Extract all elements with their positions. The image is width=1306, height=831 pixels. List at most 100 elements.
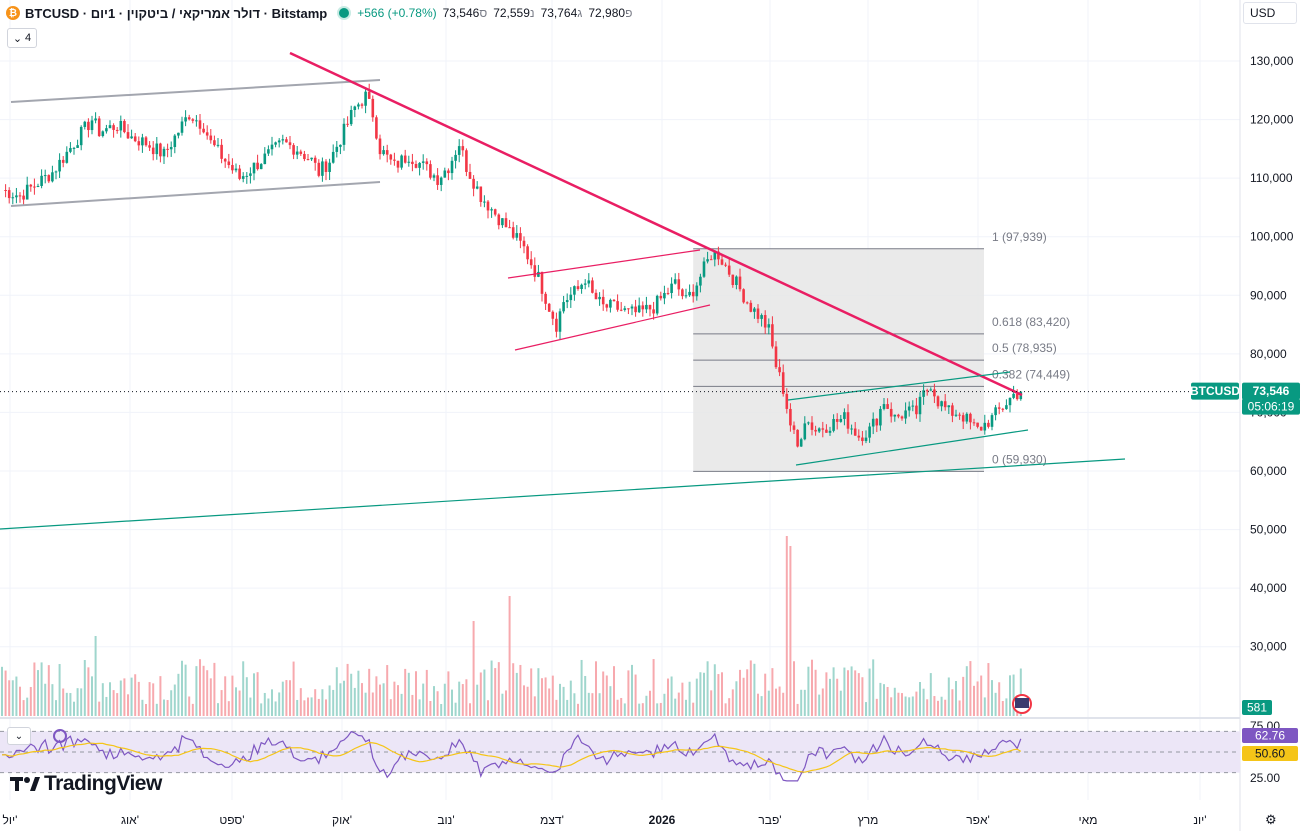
bar-countdown-tag: 05:06:19 — [1248, 400, 1295, 414]
candle-body — [727, 265, 731, 275]
volume-bar — [317, 698, 320, 716]
currency-select[interactable]: USD — [1243, 2, 1297, 24]
volume-bar — [713, 664, 716, 716]
volume-bar — [483, 669, 486, 716]
volume-bar — [62, 688, 65, 716]
candle-body — [223, 158, 227, 162]
us-flag-field — [1015, 698, 1029, 708]
candle-body — [58, 159, 61, 172]
volume-bar — [501, 693, 504, 716]
volume-bar — [325, 699, 327, 716]
candle-body — [796, 429, 799, 447]
volume-bar — [137, 681, 140, 716]
volume-bar — [778, 686, 781, 716]
candle-body — [558, 311, 562, 332]
candle-body — [357, 104, 360, 107]
volume-bar — [793, 661, 795, 716]
volume-bar — [893, 687, 896, 716]
volume-bar — [411, 694, 414, 716]
volume-bar — [116, 693, 119, 716]
candle-body — [439, 177, 443, 185]
price-axis[interactable]: 30,00040,00050,00060,00070,00080,00090,0… — [1239, 0, 1294, 831]
y-tick-label: 120,000 — [1250, 113, 1294, 127]
volume-bar — [278, 692, 281, 716]
indicators-toggle-button[interactable]: ⌄ 4 — [7, 28, 37, 48]
volume-bar — [447, 671, 450, 716]
candle-body — [65, 151, 69, 163]
candle-body — [544, 293, 547, 304]
candle-body — [288, 142, 292, 146]
candle-body — [33, 186, 36, 188]
rsi-toggle-button[interactable]: ⌄ — [7, 727, 31, 745]
volume-bar — [263, 692, 266, 716]
volume-bar — [796, 703, 799, 716]
candle-body — [187, 117, 191, 120]
volume-bar — [728, 698, 731, 716]
volume-bar — [425, 669, 428, 716]
candle-body — [897, 414, 900, 417]
candle-body — [533, 265, 537, 277]
volume-bar — [634, 674, 637, 716]
volume-bar — [170, 690, 173, 716]
candle-body — [256, 162, 259, 170]
channel-upper-line — [10, 79, 381, 103]
volume-bar — [274, 701, 277, 716]
volume-bar — [782, 692, 785, 716]
candle-body — [385, 150, 389, 155]
candle-body — [565, 300, 569, 303]
volume-bar — [130, 677, 133, 716]
volume-bar — [267, 698, 270, 716]
candle-body — [220, 144, 223, 159]
candle-body — [252, 162, 256, 174]
candle-body — [429, 164, 432, 178]
candle-body — [659, 295, 663, 299]
candle-body — [947, 405, 951, 408]
volume-bar — [371, 692, 374, 716]
volume-histogram — [1, 536, 1022, 716]
volume-bar — [195, 666, 198, 716]
volume-bar — [83, 660, 86, 716]
volume-bar — [206, 670, 209, 716]
volume-bar — [879, 682, 882, 716]
volume-bar — [515, 672, 518, 716]
candle-body — [861, 437, 864, 442]
bear-flag-upper-line — [507, 249, 701, 279]
fibonacci-retracement[interactable]: 1 (97,939) 0.618 (83,420) 0.5 (78,935) 0.38… — [693, 230, 1070, 472]
candle-body — [893, 414, 897, 417]
candle-body — [90, 120, 94, 131]
candle-body — [393, 159, 396, 161]
candle-body — [594, 292, 598, 300]
volume-bar — [292, 661, 295, 716]
volume-bar — [112, 690, 115, 716]
candle-body — [511, 227, 515, 238]
volume-bar — [609, 686, 612, 716]
candle-body — [148, 145, 151, 148]
candle-body — [339, 144, 342, 147]
trendline-drawings[interactable] — [0, 51, 1240, 530]
candle-body — [616, 301, 619, 310]
volume-bar — [519, 664, 522, 716]
candle-body — [486, 201, 490, 211]
candle-body — [972, 422, 976, 424]
candle-body — [7, 190, 11, 199]
tradingview-logo[interactable]: TradingView — [10, 772, 162, 796]
fib-level-label: 0.618 (83,420) — [992, 315, 1070, 329]
last-price-symbol-tag-bg — [1191, 382, 1239, 400]
candle-body — [889, 408, 893, 417]
symbol-title[interactable]: BTCUSD · דולר אמריקאי / ביטקוין · 1יום ·… — [25, 5, 328, 21]
candle-body — [774, 346, 778, 368]
volume-bar — [706, 661, 709, 716]
volume-bar — [249, 697, 252, 716]
candle-body — [97, 118, 101, 137]
chevron-up-icon: ⌄ — [12, 32, 23, 45]
volume-bar — [695, 678, 698, 716]
volume-bar — [65, 692, 68, 716]
candle-body — [259, 164, 263, 170]
market-status-icon[interactable] — [339, 8, 350, 18]
time-axis[interactable]: יול' אוג' ספט' אוק' נוב' דצמ' 2026 פבר' מרץ אפר' מ… — [3, 813, 1207, 827]
candle-body — [526, 246, 529, 260]
gear-icon[interactable]: ⚙ — [1265, 812, 1277, 827]
volume-bar — [55, 700, 57, 716]
